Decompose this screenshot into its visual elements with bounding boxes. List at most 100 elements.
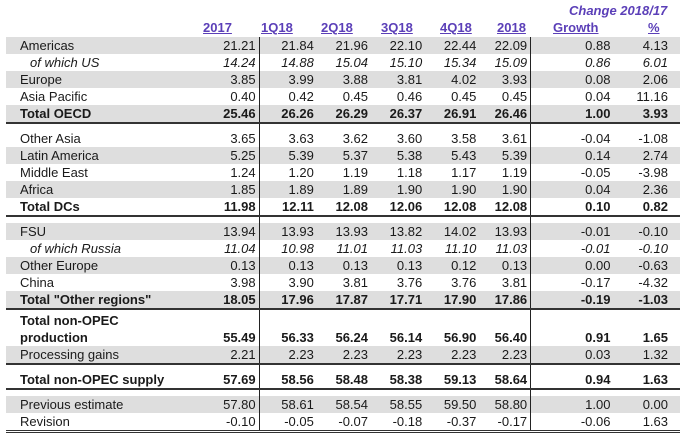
table-cell: 3.93 — [476, 71, 532, 88]
table-cell: 2.23 — [313, 346, 369, 365]
column-header-2q18: 2Q18 — [321, 20, 353, 35]
table-cell: 26.29 — [313, 105, 369, 124]
table-cell: 21.84 — [259, 37, 314, 54]
table-cell: -0.01 — [530, 223, 611, 240]
table-row: Processing gains 2.21 2.23 2.23 2.23 2.23 2.23… — [6, 346, 680, 365]
table-cell: 0.13 — [313, 257, 369, 274]
table-row: Total non-OPEC production 55.49 56.33 56.24… — [6, 309, 680, 346]
table-cell: 2.23 — [368, 346, 423, 365]
table-cell: 17.86 — [476, 291, 532, 310]
table-cell: 0.13 — [204, 257, 260, 274]
section-spacer — [6, 389, 680, 396]
table-row: Previous estimate 57.80 58.61 58.54 58.55 59.… — [6, 396, 680, 413]
table-cell: -0.18 — [368, 413, 423, 433]
table-cell: 0.42 — [288, 89, 314, 104]
table-cell: 3.61 — [476, 130, 532, 147]
table-cell: 3.58 — [451, 131, 477, 146]
table-cell: 0.00 — [610, 396, 680, 413]
table-cell: 3.90 — [288, 275, 314, 290]
table-cell: 5.39 — [476, 147, 532, 164]
column-header-growth: Growth — [553, 20, 599, 35]
table-cell: -3.98 — [638, 165, 668, 180]
table-cell: 0.12 — [422, 257, 477, 274]
row-label: FSU — [6, 223, 205, 240]
table-cell: -0.37 — [422, 413, 477, 433]
table-cell: 58.38 — [368, 371, 423, 390]
table-cell: 0.04 — [530, 181, 611, 198]
change-title: Change 2018/17 — [569, 3, 668, 18]
table-cell: 0.45 — [451, 89, 477, 104]
table-cell: 13.93 — [476, 223, 532, 240]
table-cell: 3.88 — [313, 71, 369, 88]
table-cell: 1.17 — [451, 165, 477, 180]
section-spacer — [6, 123, 680, 130]
table-cell: 56.33 — [281, 330, 314, 345]
table-cell: 15.34 — [443, 55, 477, 70]
table-cell: 2.23 — [476, 346, 532, 365]
table-row: Latin America 5.25 5.39 5.37 5.38 5.43 5.39 0.1… — [6, 147, 680, 164]
column-header-3q18: 3Q18 — [381, 20, 413, 35]
table-cell: 0.94 — [530, 371, 611, 390]
table-cell: 0.03 — [530, 346, 611, 365]
section-spacer — [6, 216, 680, 223]
table-cell: 58.56 — [259, 371, 314, 390]
non-opec-supply-table: Americas 21.21 21.84 21.96 22.10 22.44 22.09 0.… — [6, 37, 680, 433]
table-cell: 0.82 — [610, 198, 680, 217]
table-cell: 14.24 — [204, 54, 260, 71]
table-cell: 21.21 — [204, 37, 260, 54]
row-label: Europe — [6, 71, 205, 88]
table-cell: 1.19 — [476, 164, 532, 181]
table-cell: 58.64 — [476, 371, 532, 390]
table-cell: 12.08 — [476, 198, 532, 217]
table-row: Other Asia 3.65 3.63 3.62 3.60 3.58 3.61 -0.04 -… — [6, 130, 680, 147]
table-cell: 3.76 — [396, 275, 423, 290]
table-cell: 10.98 — [281, 241, 314, 256]
table-cell: 58.61 — [259, 396, 314, 413]
table-cell: 0.00 — [530, 257, 611, 274]
table-cell: 1.90 — [422, 181, 477, 198]
table-cell: 13.93 — [259, 223, 314, 240]
table-cell: 17.96 — [259, 291, 314, 310]
table-cell: 2.23 — [259, 346, 314, 365]
table-cell: 17.71 — [368, 291, 423, 310]
table-cell: 5.37 — [313, 147, 369, 164]
row-label: Latin America — [6, 147, 205, 164]
column-header-percent: % — [648, 20, 660, 35]
table-cell: 56.14 — [389, 330, 423, 345]
table-row: Total OECD 25.46 26.26 26.29 26.37 26.91 26.46… — [6, 105, 680, 124]
table-cell: 1.19 — [342, 165, 369, 180]
row-label: Total "Other regions" — [6, 291, 205, 310]
table-cell: 2.36 — [610, 181, 680, 198]
table-cell: 59.50 — [422, 396, 477, 413]
column-header-2017: 2017 — [203, 20, 232, 35]
table-row: of which US 14.24 14.88 15.04 15.10 15.34 15.0… — [6, 54, 680, 71]
table-cell: -0.17 — [476, 413, 532, 433]
table-cell: 1.89 — [259, 181, 314, 198]
table-cell: 2.06 — [610, 71, 680, 88]
table-cell: 26.37 — [368, 105, 423, 124]
section-spacer — [6, 364, 680, 371]
table-cell: 58.55 — [368, 396, 423, 413]
table-cell: 3.85 — [204, 71, 260, 88]
table-cell: 3.93 — [610, 105, 680, 124]
table-cell: 11.01 — [336, 241, 369, 256]
table-cell: -0.04 — [580, 131, 611, 146]
row-label: Other Asia — [20, 131, 81, 146]
column-header-2018: 2018 — [497, 20, 526, 35]
table-cell: 1.63 — [610, 371, 680, 390]
table-row: Europe 3.85 3.99 3.88 3.81 4.02 3.93 0.08 2.06 — [6, 71, 680, 88]
table-cell: 3.99 — [259, 71, 314, 88]
row-label: Africa — [6, 181, 205, 198]
table-row: Asia Pacific 0.40 0.42 0.45 0.46 0.45 0.45 0.04… — [6, 88, 680, 105]
table-cell: 3.65 — [204, 130, 260, 147]
row-label: Other Europe — [6, 257, 205, 274]
table-cell: -0.01 — [580, 241, 611, 256]
table-cell: 0.91 — [585, 330, 611, 345]
table-cell: 0.46 — [396, 89, 423, 104]
table-cell: 57.69 — [204, 371, 260, 390]
table-row: Middle East 1.24 1.20 1.19 1.18 1.17 1.19 -0.05… — [6, 164, 680, 181]
table-cell: 6.01 — [642, 55, 668, 70]
table-cell: 5.39 — [259, 147, 314, 164]
table-row: FSU 13.94 13.93 13.93 13.82 14.02 13.93 -0.01 -0… — [6, 223, 680, 240]
table-cell: 11.03 — [390, 241, 423, 256]
